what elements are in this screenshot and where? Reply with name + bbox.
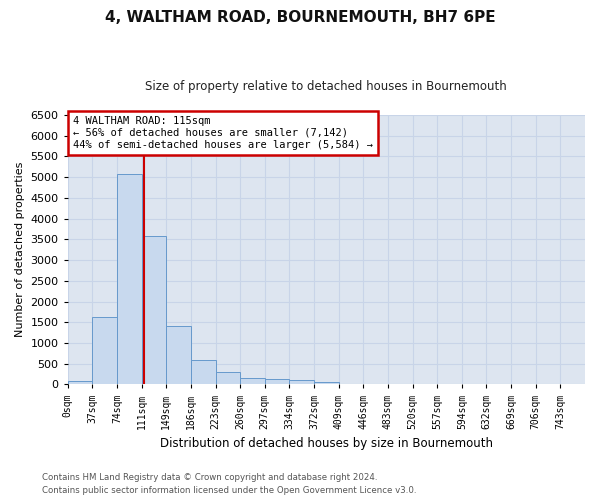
Bar bbox=[314, 382, 338, 384]
Bar bbox=[142, 236, 166, 384]
Bar bbox=[166, 326, 191, 384]
Bar bbox=[289, 380, 314, 384]
Text: 4 WALTHAM ROAD: 115sqm
← 56% of detached houses are smaller (7,142)
44% of semi-: 4 WALTHAM ROAD: 115sqm ← 56% of detached… bbox=[73, 116, 373, 150]
X-axis label: Distribution of detached houses by size in Bournemouth: Distribution of detached houses by size … bbox=[160, 437, 493, 450]
Bar bbox=[215, 372, 240, 384]
Bar bbox=[265, 380, 289, 384]
Bar bbox=[191, 360, 215, 384]
Bar bbox=[117, 174, 142, 384]
Text: Contains HM Land Registry data © Crown copyright and database right 2024.
Contai: Contains HM Land Registry data © Crown c… bbox=[42, 474, 416, 495]
Bar bbox=[240, 378, 265, 384]
Bar bbox=[68, 382, 92, 384]
Title: Size of property relative to detached houses in Bournemouth: Size of property relative to detached ho… bbox=[145, 80, 507, 93]
Text: 4, WALTHAM ROAD, BOURNEMOUTH, BH7 6PE: 4, WALTHAM ROAD, BOURNEMOUTH, BH7 6PE bbox=[104, 10, 496, 25]
Bar bbox=[92, 317, 117, 384]
Y-axis label: Number of detached properties: Number of detached properties bbox=[15, 162, 25, 338]
